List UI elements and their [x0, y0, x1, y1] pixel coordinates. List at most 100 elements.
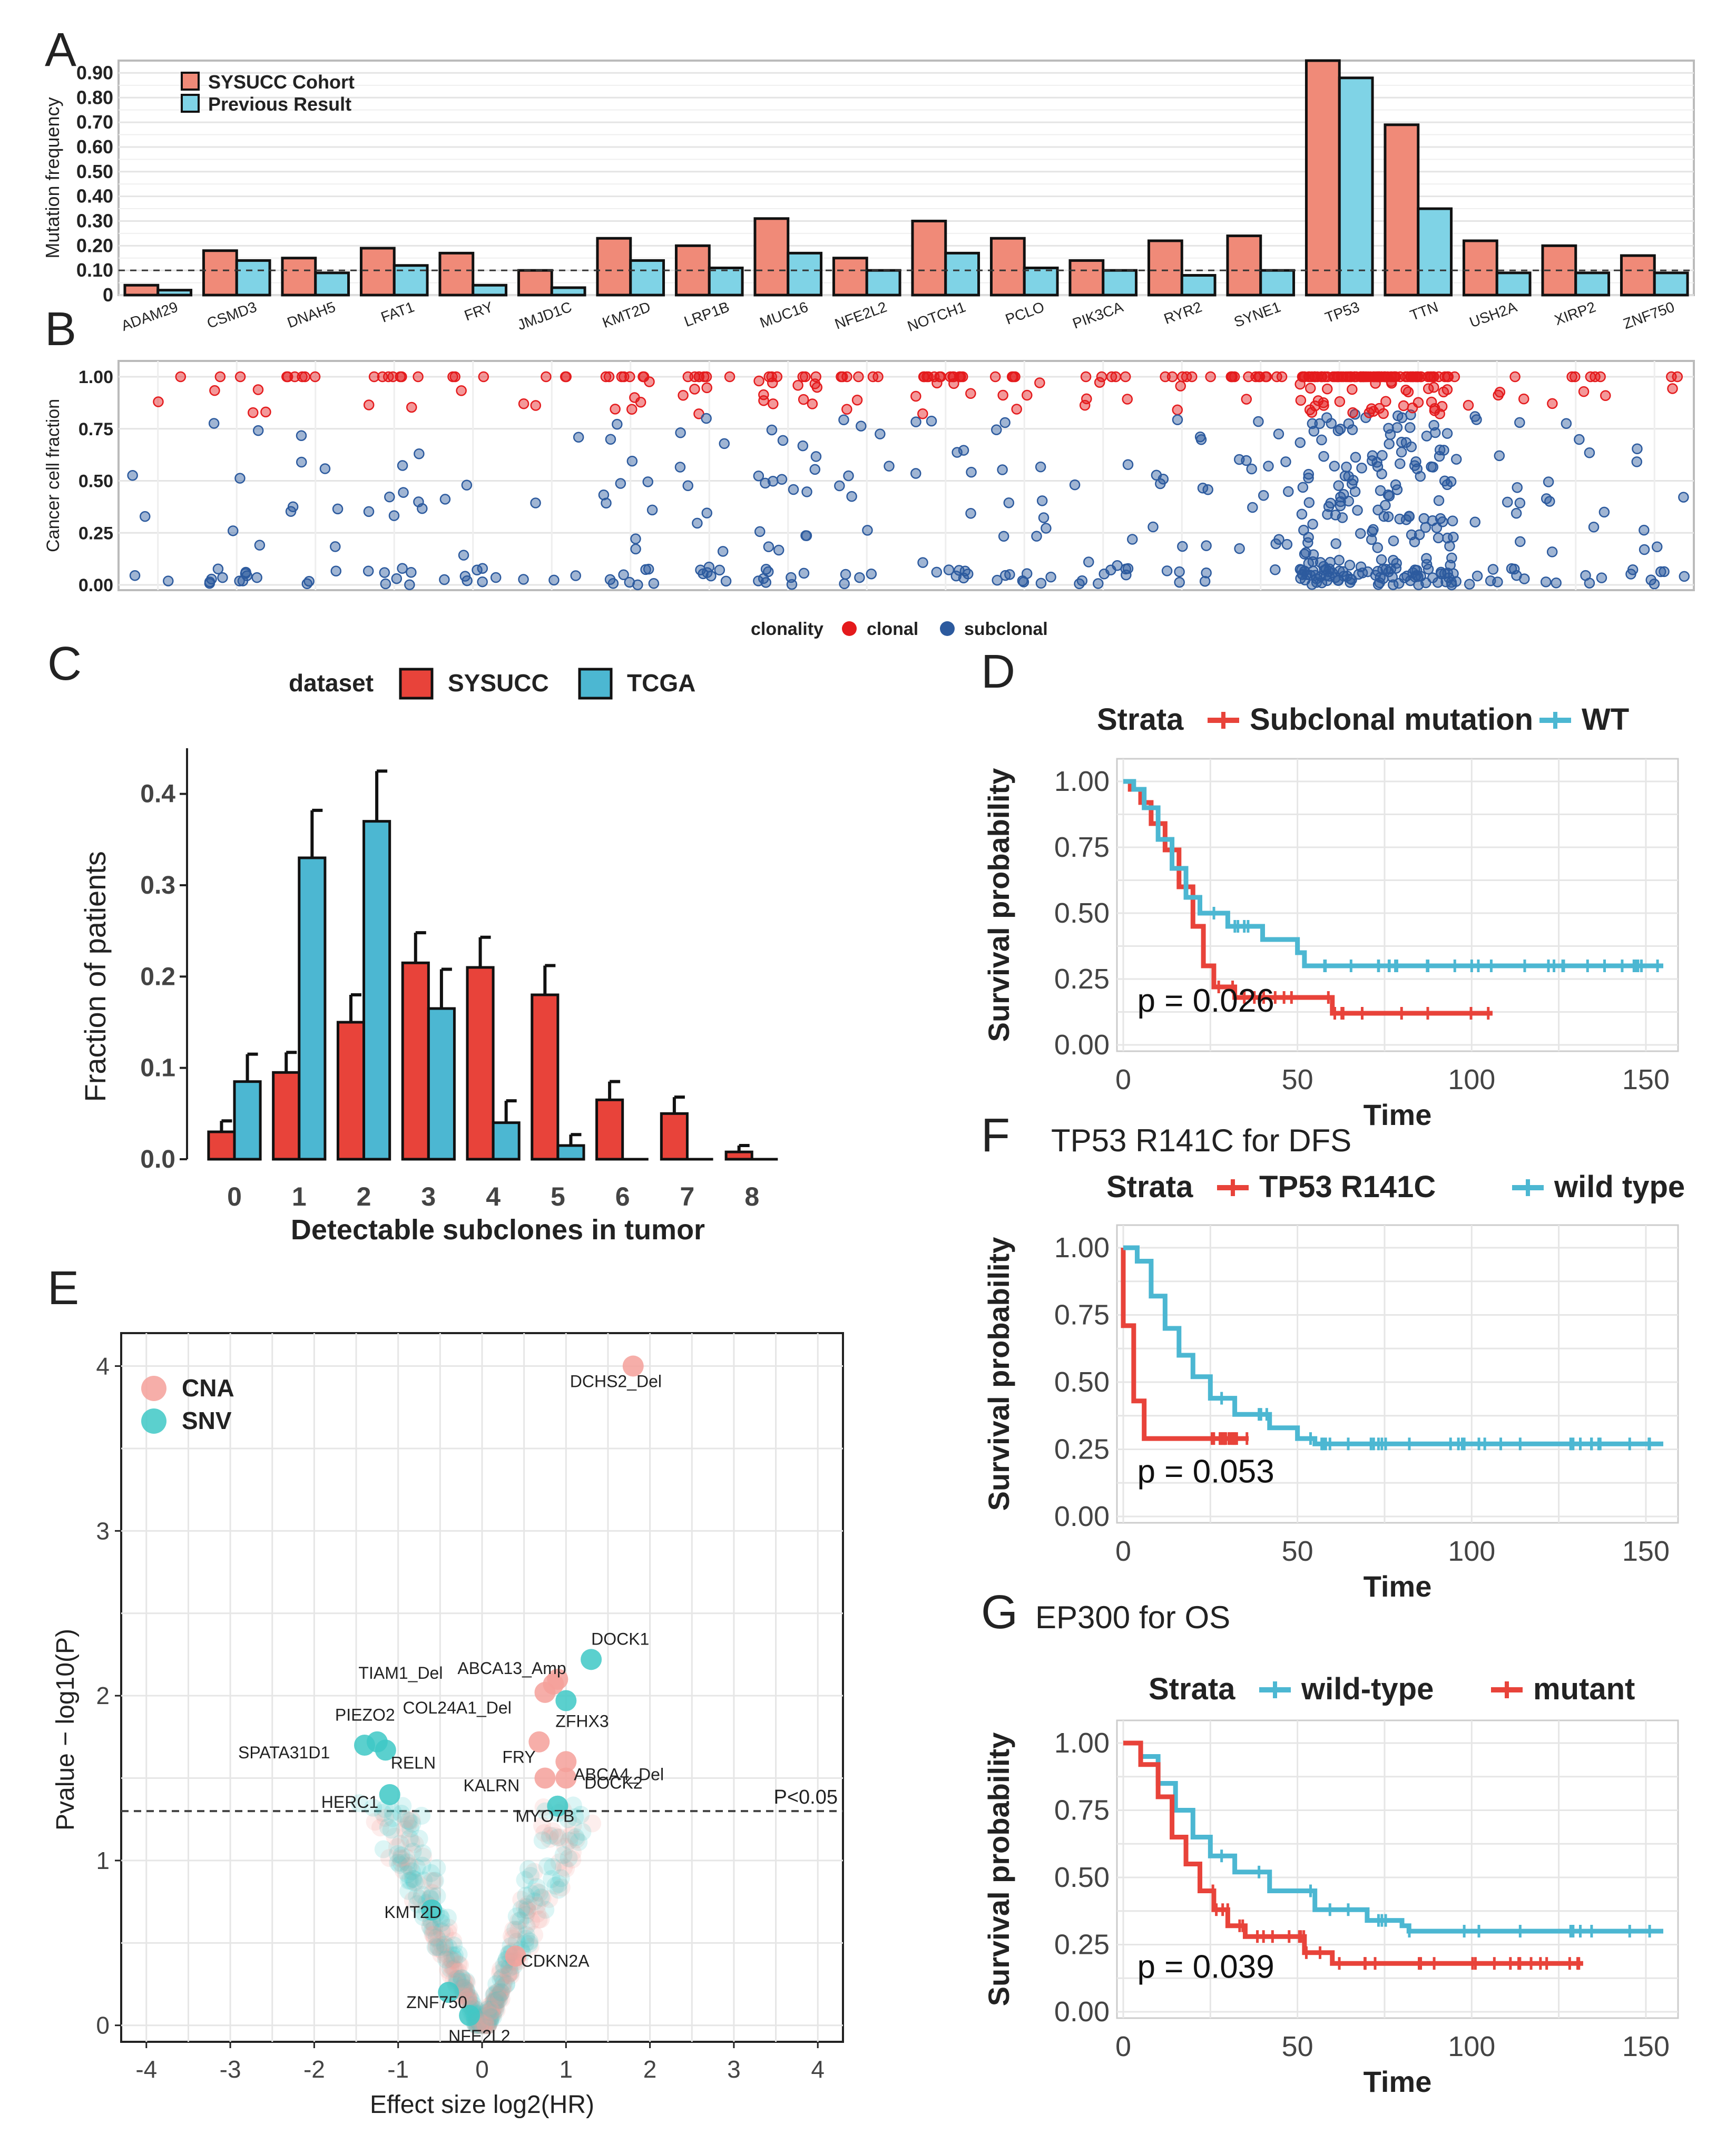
- point: [480, 2012, 499, 2030]
- point: [1561, 418, 1572, 429]
- point: [788, 484, 799, 495]
- point: [1445, 560, 1456, 571]
- point: [457, 1986, 476, 2005]
- point: [1036, 495, 1048, 506]
- point: [675, 427, 686, 438]
- legend-label: mutant: [1533, 1672, 1635, 1706]
- x-tick-label: KMT2D: [600, 299, 653, 331]
- point: [515, 1898, 534, 1916]
- point-label: FRY: [502, 1748, 535, 1767]
- point: [965, 388, 976, 399]
- point: [1551, 577, 1562, 589]
- point: [1596, 572, 1607, 583]
- point: [451, 1956, 469, 1974]
- point: [1303, 472, 1314, 484]
- point: [1400, 437, 1412, 448]
- point: [1506, 563, 1517, 574]
- point: [457, 1972, 475, 1990]
- point: [447, 371, 458, 383]
- point: [387, 371, 399, 383]
- point: [635, 397, 646, 408]
- point: [1450, 454, 1462, 465]
- point: [458, 1986, 477, 2005]
- point: [851, 395, 863, 406]
- point: [1247, 502, 1258, 513]
- point: [442, 1966, 460, 1985]
- point: [481, 2008, 499, 2026]
- point: [296, 430, 307, 442]
- point: [544, 1822, 562, 1841]
- point: [1296, 508, 1308, 520]
- point: [260, 406, 271, 418]
- point: [1439, 475, 1450, 486]
- point: [379, 567, 390, 578]
- point: [429, 1931, 447, 1949]
- point: [1246, 463, 1257, 475]
- point: [492, 1990, 511, 2008]
- point: [519, 1860, 537, 1878]
- point: [454, 1982, 473, 2001]
- point: [388, 510, 400, 521]
- x-tick-label: 0: [1115, 2031, 1131, 2062]
- point: [234, 473, 246, 484]
- point: [535, 1824, 554, 1842]
- point: [425, 1916, 444, 1935]
- bar-sysucc: [1226, 234, 1262, 297]
- point: [330, 541, 341, 552]
- point: [555, 1858, 573, 1876]
- point: [479, 2000, 497, 2019]
- bar-sysucc: [336, 1021, 366, 1161]
- point: [488, 1983, 506, 2001]
- x-axis-label: Time: [1364, 2065, 1432, 2098]
- point: [1345, 577, 1356, 588]
- point: [1347, 384, 1358, 395]
- point: [1333, 480, 1344, 491]
- point: [477, 2015, 495, 2033]
- point: [618, 569, 629, 580]
- point: [1318, 451, 1329, 462]
- point: [1120, 563, 1132, 575]
- point: [1387, 579, 1399, 590]
- point: [403, 1814, 421, 1833]
- x-tick-label: 2: [643, 2056, 657, 2083]
- point: [610, 404, 621, 415]
- point: [1385, 429, 1396, 440]
- point: [843, 470, 854, 482]
- point: [551, 1828, 570, 1847]
- point: [518, 398, 529, 409]
- point: [719, 438, 730, 449]
- bar-previous: [1259, 269, 1296, 297]
- point: [517, 1930, 535, 1948]
- y-tick-label: 0.90: [76, 62, 113, 83]
- point: [1122, 459, 1134, 470]
- x-tick-label: -2: [303, 2056, 325, 2083]
- point: [1199, 576, 1211, 587]
- point: [1241, 394, 1252, 405]
- x-tick-label: FAT1: [379, 299, 417, 326]
- y-tick-label: 0.25: [79, 523, 113, 543]
- point: [809, 464, 821, 475]
- point: [1356, 463, 1367, 474]
- point: [875, 428, 886, 439]
- point: [366, 1813, 384, 1831]
- point: [1326, 418, 1337, 429]
- point: [1391, 557, 1402, 569]
- point: [541, 371, 552, 383]
- panel-letter-b: B: [45, 303, 76, 356]
- point: [395, 371, 406, 383]
- point: [1335, 424, 1346, 435]
- point: [483, 2006, 502, 2024]
- legend-label: SYSUCC Cohort: [208, 71, 355, 93]
- point: [573, 1823, 592, 1841]
- point: [482, 2005, 501, 2024]
- point-label: ABCA13_Amp: [457, 1659, 566, 1678]
- point: [1509, 371, 1521, 383]
- point: [479, 2016, 497, 2034]
- y-tick-label: 0.20: [76, 234, 113, 256]
- point: [1631, 456, 1643, 467]
- point: [1472, 570, 1483, 582]
- point: [1276, 371, 1288, 383]
- point-labeled: [459, 2004, 480, 2026]
- point: [494, 1973, 513, 1992]
- point: [1312, 395, 1324, 406]
